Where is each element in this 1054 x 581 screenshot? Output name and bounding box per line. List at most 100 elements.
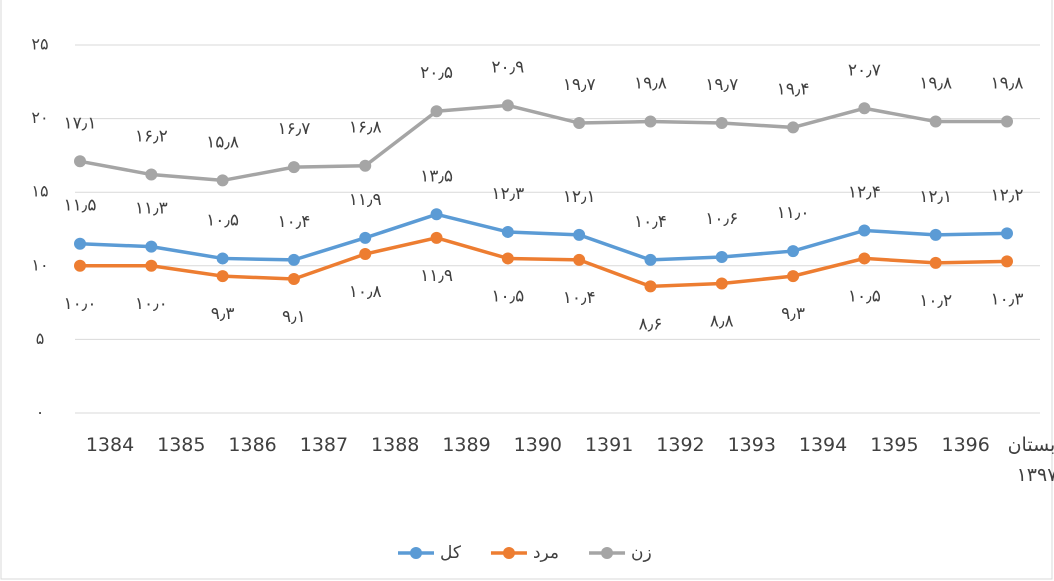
series-line: [80, 236, 1008, 289]
data-label: ۱۰٫۲: [919, 291, 952, 311]
point: [430, 208, 443, 221]
data-label: ۱۲٫۲: [991, 185, 1024, 205]
point: [929, 228, 942, 241]
point: [216, 174, 229, 187]
point: [74, 155, 86, 168]
data-label: ۱۰٫۴: [563, 288, 596, 308]
legend-marker: [502, 547, 515, 559]
point: [787, 245, 800, 258]
data-label: ۱۳٫۵: [420, 166, 453, 186]
legend-marker: [601, 547, 614, 559]
y-tick-label: ۱۵: [31, 182, 48, 201]
data-label: ۱۲٫۳: [491, 184, 524, 204]
data-label: ۱۰٫۰: [135, 294, 168, 314]
data-label: ۹٫۳: [211, 304, 235, 324]
data-label: ۹٫۳: [781, 304, 805, 324]
data-label: ۸٫۶: [639, 314, 663, 334]
data-label: ۱۲٫۱: [919, 187, 952, 207]
point: [644, 280, 657, 293]
x-tick-label: 1386: [228, 434, 277, 456]
y-tick-label: ۵: [36, 329, 45, 348]
point: [430, 105, 443, 118]
point: [644, 115, 657, 128]
point: [929, 256, 942, 269]
x-tick-label: 1394: [798, 434, 848, 456]
data-label: ۱۶٫۷: [277, 119, 310, 139]
data-label: ۲۰٫۷: [848, 60, 881, 80]
point: [74, 259, 86, 272]
point: [359, 231, 372, 244]
data-label: ۱۲٫۱: [563, 187, 596, 207]
x-tick-label: 1390: [513, 434, 563, 456]
data-label: ۱۰٫۵: [206, 210, 239, 230]
point: [501, 252, 514, 265]
data-label: ۱۰٫۵: [491, 286, 524, 306]
x-tick-label: 1387: [299, 434, 349, 456]
data-label: ۱۱٫۹: [420, 266, 453, 286]
data-label: ۱۰٫۴: [277, 212, 310, 232]
data-label: ۱۰٫۴: [634, 212, 667, 232]
point: [715, 117, 728, 130]
data-label: ۱۰٫۳: [991, 289, 1024, 309]
point: [858, 224, 871, 237]
x-tick-label: 1393: [727, 434, 776, 456]
legend-marker: [410, 547, 422, 559]
data-label: ۲۰٫۵: [420, 63, 453, 83]
data-label: ۱۰٫۵: [848, 286, 881, 306]
legend-label: زن: [631, 543, 652, 563]
legend-label: مرد: [533, 543, 559, 563]
point: [501, 225, 514, 238]
point: [1001, 227, 1013, 240]
point: [858, 252, 871, 265]
point: [787, 121, 800, 134]
data-label: ۱۹٫۷: [563, 75, 596, 95]
point: [359, 159, 372, 172]
data-label: ۱۱٫۳: [135, 199, 168, 219]
point: [1001, 115, 1013, 128]
data-label: ۱۹٫۸: [991, 74, 1024, 94]
data-label: ۱۰٫۶: [705, 209, 738, 229]
data-label: ۱۱٫۹: [349, 190, 382, 210]
series-line: [79, 103, 1007, 183]
data-label: ۱۶٫۸: [349, 118, 382, 138]
x-tick-label: 1388: [371, 434, 420, 456]
point: [430, 231, 443, 244]
x-tick-label: تابستان ۱۳۹۷: [1007, 434, 1054, 486]
point: [287, 253, 300, 266]
y-tick-label: ۱۰: [31, 255, 48, 274]
x-tick-label: 1395: [870, 434, 919, 456]
point: [216, 252, 229, 265]
data-label: ۱۵٫۸: [206, 132, 239, 152]
x-tick-label: 1391: [584, 434, 634, 456]
data-label: ۱۰٫۸: [349, 282, 382, 302]
data-label: ۱۹٫۸: [919, 74, 952, 94]
data-label: ۸٫۸: [710, 311, 734, 331]
y-tick-label: ۲۰: [31, 108, 48, 127]
point: [74, 237, 86, 250]
data-label: ۱۰٫۰: [64, 294, 97, 314]
y-tick-label: ۲۵: [31, 35, 48, 54]
x-tick-label: 1392: [656, 434, 705, 456]
x-tick-label: 1385: [157, 434, 206, 456]
point: [216, 270, 229, 283]
point: [145, 240, 158, 253]
point: [501, 99, 514, 112]
point: [858, 102, 871, 115]
x-tick-label: 1384: [85, 434, 135, 456]
point: [573, 228, 586, 241]
point: [1001, 255, 1013, 268]
data-label: ۱۹٫۸: [634, 74, 667, 94]
point: [929, 115, 942, 128]
data-label: ۱۱٫۰: [777, 203, 810, 223]
point: [644, 253, 657, 266]
point: [287, 161, 300, 174]
data-label: ۱۷٫۱: [64, 113, 97, 133]
y-tick-label: ۰: [36, 403, 45, 422]
legend-label: کل: [440, 543, 462, 563]
point: [359, 248, 372, 261]
point: [287, 273, 300, 286]
data-label: ۱۹٫۷: [705, 75, 738, 95]
